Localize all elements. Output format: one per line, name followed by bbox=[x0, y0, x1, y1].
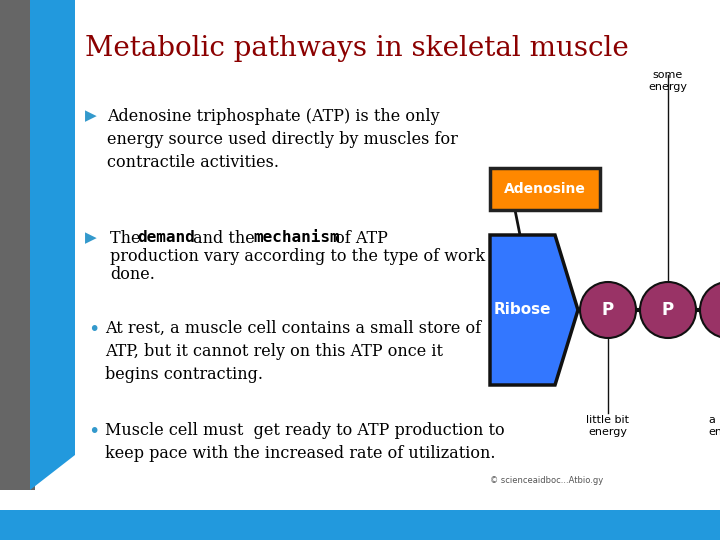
Polygon shape bbox=[0, 0, 35, 490]
Text: P: P bbox=[662, 301, 674, 319]
Text: •: • bbox=[88, 422, 99, 441]
Text: a lot of
energy: a lot of energy bbox=[708, 415, 720, 437]
Text: Metabolic pathways in skeletal muscle: Metabolic pathways in skeletal muscle bbox=[85, 35, 629, 62]
Text: ▶: ▶ bbox=[85, 108, 96, 123]
Text: Adenosine triphosphate (ATP) is the only
energy source used directly by muscles : Adenosine triphosphate (ATP) is the only… bbox=[107, 108, 458, 171]
Text: little bit
energy: little bit energy bbox=[587, 415, 629, 437]
Text: •: • bbox=[88, 320, 99, 339]
Text: Ribose: Ribose bbox=[494, 302, 552, 318]
Polygon shape bbox=[30, 0, 75, 490]
Text: At rest, a muscle cell contains a small store of
ATP, but it cannot rely on this: At rest, a muscle cell contains a small … bbox=[105, 320, 481, 383]
Text: Adenosine: Adenosine bbox=[504, 182, 586, 196]
Text: demand: demand bbox=[138, 230, 195, 245]
Text: and the: and the bbox=[188, 230, 265, 247]
Text: ▶: ▶ bbox=[85, 230, 96, 245]
Circle shape bbox=[580, 282, 636, 338]
Text: The: The bbox=[110, 230, 145, 247]
Text: production vary according to the type of work: production vary according to the type of… bbox=[110, 248, 485, 265]
Circle shape bbox=[700, 282, 720, 338]
Bar bbox=[0, 510, 720, 540]
Text: done.: done. bbox=[110, 266, 155, 283]
Text: some
energy: some energy bbox=[649, 70, 688, 92]
Bar bbox=[490, 168, 600, 210]
Text: P: P bbox=[602, 301, 614, 319]
Text: © scienceaidboc...Atbio.gy: © scienceaidboc...Atbio.gy bbox=[490, 476, 603, 485]
Circle shape bbox=[640, 282, 696, 338]
Polygon shape bbox=[490, 235, 578, 385]
Text: Muscle cell must  get ready to ATP production to
keep pace with the increased ra: Muscle cell must get ready to ATP produc… bbox=[105, 422, 505, 462]
Text: mechanism: mechanism bbox=[253, 230, 340, 245]
Text: of ATP: of ATP bbox=[330, 230, 387, 247]
